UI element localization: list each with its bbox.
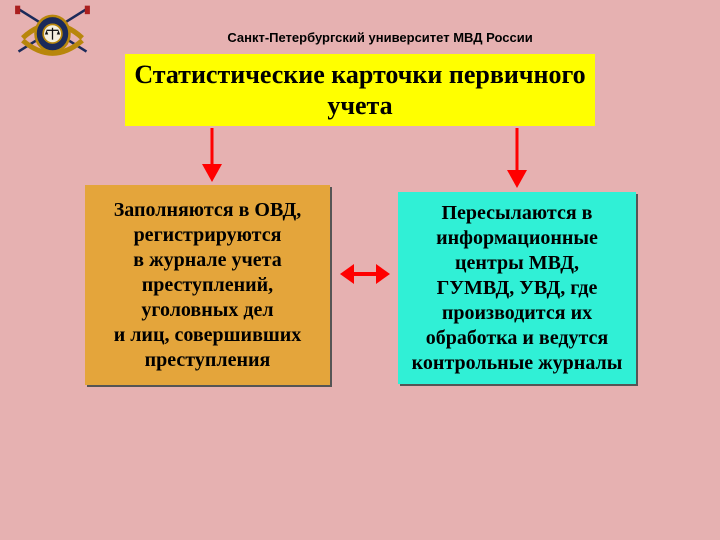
box-left: Заполняются в ОВД, регистрируются в журн… [85,185,330,385]
university-name: Санкт-Петербургский университет МВД Росс… [200,30,560,45]
double-arrow-icon [340,260,390,288]
arrow-down-icon [200,128,224,182]
slide: Санкт-Петербургский университет МВД Росс… [0,0,720,540]
arrow-title-to-left [200,128,224,182]
emblem-icon [10,2,95,62]
title-box: Статистические карточки первичного учета [125,54,595,126]
university-emblem [10,2,95,62]
arrow-title-to-right [505,128,529,188]
box-right: Пересылаются в информационные центры МВД… [398,192,636,384]
arrow-bidirectional [340,260,390,288]
arrow-down-icon [505,128,529,188]
